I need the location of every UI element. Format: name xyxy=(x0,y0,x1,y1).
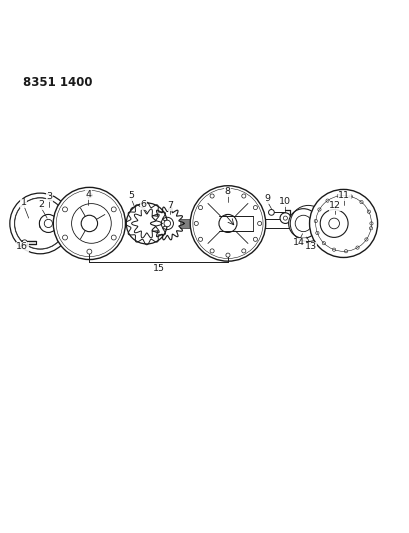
Text: 12: 12 xyxy=(328,201,341,211)
Circle shape xyxy=(63,235,67,240)
Circle shape xyxy=(53,188,125,260)
Circle shape xyxy=(309,189,377,257)
Circle shape xyxy=(198,237,202,241)
Text: 13: 13 xyxy=(304,243,316,252)
Text: 7: 7 xyxy=(167,201,173,211)
Circle shape xyxy=(209,194,213,198)
Circle shape xyxy=(39,214,57,232)
Circle shape xyxy=(279,213,290,223)
Text: 16: 16 xyxy=(16,243,28,252)
Text: 8: 8 xyxy=(224,188,230,196)
Text: 10: 10 xyxy=(279,197,291,206)
Circle shape xyxy=(198,206,202,209)
Circle shape xyxy=(257,221,261,225)
Text: 15: 15 xyxy=(152,264,164,273)
Circle shape xyxy=(209,249,213,253)
Circle shape xyxy=(87,193,92,198)
Circle shape xyxy=(241,194,245,198)
Circle shape xyxy=(194,221,198,225)
Text: 11: 11 xyxy=(337,191,350,200)
Circle shape xyxy=(111,235,116,240)
Circle shape xyxy=(87,249,92,254)
Circle shape xyxy=(241,249,245,253)
Circle shape xyxy=(111,207,116,212)
Circle shape xyxy=(63,207,67,212)
Text: 8351 1400: 8351 1400 xyxy=(22,76,92,89)
Text: 3: 3 xyxy=(46,192,52,201)
Circle shape xyxy=(164,220,170,227)
Circle shape xyxy=(268,209,274,215)
Text: 4: 4 xyxy=(85,190,91,199)
Circle shape xyxy=(225,190,229,194)
Text: 5: 5 xyxy=(128,191,134,200)
Text: 6: 6 xyxy=(140,200,146,209)
Circle shape xyxy=(15,198,65,249)
Text: 14: 14 xyxy=(292,238,305,247)
Text: 1: 1 xyxy=(21,198,27,207)
Circle shape xyxy=(81,215,97,232)
Circle shape xyxy=(10,193,70,254)
Circle shape xyxy=(44,220,52,228)
Circle shape xyxy=(225,253,229,257)
Circle shape xyxy=(253,206,257,209)
Circle shape xyxy=(319,209,347,237)
Circle shape xyxy=(253,237,257,241)
Circle shape xyxy=(190,185,265,261)
Circle shape xyxy=(218,214,236,232)
Text: 2: 2 xyxy=(38,200,44,209)
Circle shape xyxy=(294,215,311,232)
Text: 9: 9 xyxy=(264,195,270,204)
Circle shape xyxy=(288,209,317,238)
Circle shape xyxy=(22,240,27,246)
Circle shape xyxy=(126,203,167,244)
Circle shape xyxy=(130,207,138,215)
